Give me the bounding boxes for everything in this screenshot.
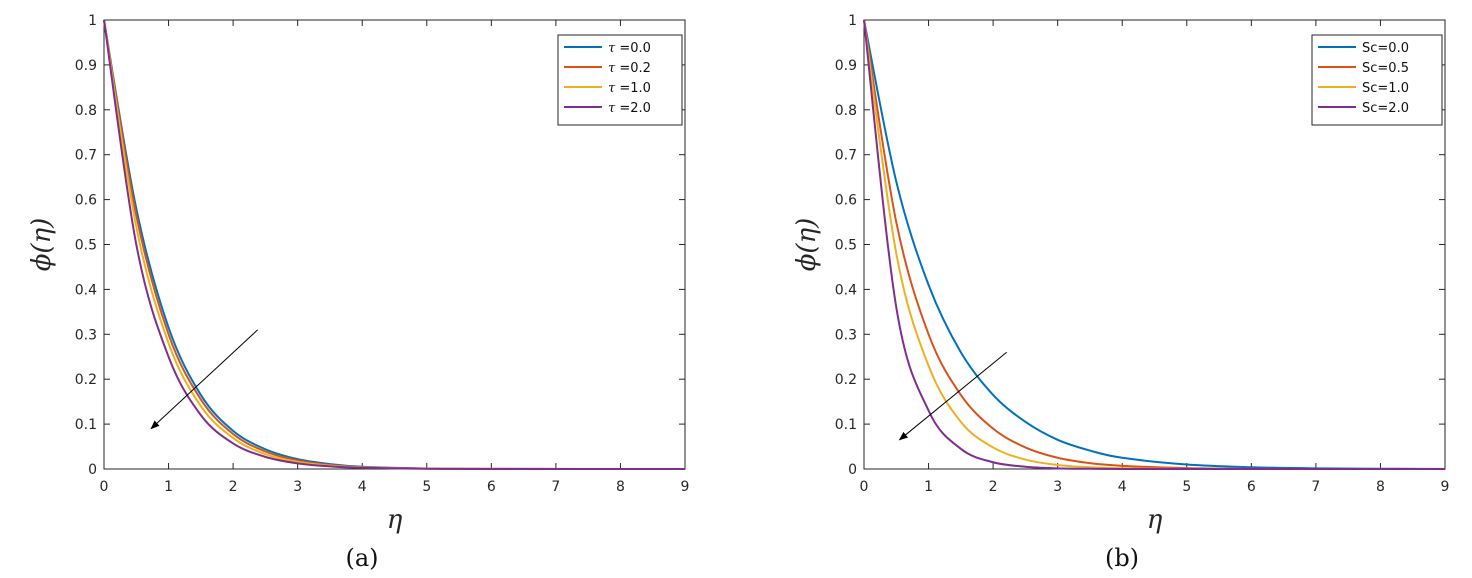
x-tick-label: 6 — [487, 479, 496, 495]
subfigure-caption: (a) — [345, 544, 378, 572]
x-tick-label: 8 — [1376, 479, 1385, 495]
x-tick-label: 8 — [616, 479, 625, 495]
x-tick-label: 9 — [1441, 479, 1450, 495]
y-tick-label: 0 — [848, 462, 857, 478]
x-tick-label: 3 — [293, 479, 302, 495]
legend-label: Sc=0.0 — [1362, 41, 1409, 56]
y-tick-label: 0.5 — [835, 238, 857, 254]
legend-label: τ =0.2 — [608, 61, 651, 76]
legend-symbol: τ — [608, 101, 616, 116]
legend-symbol: τ — [608, 61, 616, 76]
x-tick-label: 6 — [1247, 479, 1256, 495]
legend-label: Sc=1.0 — [1362, 81, 1409, 96]
y-tick-label: 0.8 — [835, 103, 857, 119]
x-tick-label: 7 — [1311, 479, 1320, 495]
legend-symbol: τ — [608, 81, 616, 96]
trend-arrow — [898, 351, 1007, 441]
y-tick-label: 0.4 — [835, 282, 857, 298]
series-line-4 — [103, 19, 686, 470]
legend-value: =0.0 — [615, 41, 651, 56]
y-tick-label: 0.4 — [75, 282, 97, 298]
y-tick-label: 1 — [88, 13, 97, 29]
y-tick-label: 0.3 — [75, 327, 97, 343]
x-tick-label: 5 — [422, 479, 431, 495]
y-tick-label: 0.8 — [75, 103, 97, 119]
y-axis-label: ϕ(η) — [27, 218, 57, 272]
x-tick-label: 0 — [100, 479, 109, 495]
series-line-1 — [863, 19, 1446, 470]
x-tick-label: 3 — [1053, 479, 1062, 495]
y-tick-label: 0.1 — [75, 417, 97, 433]
y-axis-label: ϕ(η) — [792, 218, 822, 272]
legend-value: Sc=1.0 — [1362, 81, 1409, 96]
y-tick-label: 0.6 — [75, 193, 97, 209]
y-tick-label: 0.6 — [835, 193, 857, 209]
x-axis-label: η — [1147, 505, 1163, 535]
legend-value: Sc=0.0 — [1362, 41, 1409, 56]
legend-label: Sc=2.0 — [1362, 101, 1409, 116]
y-tick-label: 1 — [848, 13, 857, 29]
y-tick-label: 0 — [88, 462, 97, 478]
x-tick-label: 2 — [229, 479, 238, 495]
y-tick-label: 0.7 — [835, 148, 857, 164]
x-tick-label: 5 — [1182, 479, 1191, 495]
y-tick-label: 0.5 — [75, 238, 97, 254]
legend-value: =2.0 — [615, 101, 651, 116]
legend: τ =0.0τ =0.2τ =1.0τ =2.0 — [557, 34, 683, 126]
legend-value: =1.0 — [615, 81, 651, 96]
legend-value: Sc=2.0 — [1362, 101, 1409, 116]
x-tick-label: 1 — [164, 479, 173, 495]
x-tick-label: 7 — [551, 479, 560, 495]
x-tick-label: 0 — [860, 479, 869, 495]
chart-b: 0 1 2 3 4 5 6 7 8 9 0 0.1 0.2 0.3 0.4 0.5 0.6 0.7 0.8 0.9 1 S… — [792, 13, 1449, 572]
x-tick-label: 9 — [681, 479, 690, 495]
y-tick-label: 0.7 — [75, 148, 97, 164]
legend-value: =0.2 — [615, 61, 651, 76]
legend-label: τ =0.0 — [608, 41, 651, 56]
legend-box — [1311, 34, 1443, 126]
x-tick-label: 4 — [358, 479, 367, 495]
series-line-4 — [863, 19, 1445, 471]
x-tick-label: 4 — [1118, 479, 1127, 495]
legend: Sc=0.0 Sc=0.5 Sc=1.0 Sc=2.0 — [1311, 34, 1443, 126]
legend-label: τ =2.0 — [608, 101, 651, 116]
y-tick-label: 0.2 — [835, 372, 857, 388]
legend-label: Sc=0.5 — [1362, 61, 1409, 76]
legend-value: Sc=0.5 — [1362, 61, 1409, 76]
x-tick-label: 2 — [989, 479, 998, 495]
y-tick-label: 0.9 — [835, 58, 857, 74]
legend-box — [557, 34, 683, 126]
chart-a: 0 1 2 3 4 5 6 7 8 9 0 0.1 0.2 0.3 0.4 0.5 0.6 0.7 0.8 0.9 1 τ… — [27, 13, 689, 572]
legend-label: τ =1.0 — [608, 81, 651, 96]
trend-arrow — [150, 329, 258, 430]
x-axis-label: η — [387, 505, 403, 535]
y-tick-label: 0.1 — [835, 417, 857, 433]
y-tick-label: 0.3 — [835, 327, 857, 343]
y-tick-label: 0.9 — [75, 58, 97, 74]
y-tick-label: 0.2 — [75, 372, 97, 388]
legend-symbol: τ — [608, 41, 616, 56]
subfigure-caption: (b) — [1105, 544, 1139, 572]
x-tick-label: 1 — [924, 479, 933, 495]
